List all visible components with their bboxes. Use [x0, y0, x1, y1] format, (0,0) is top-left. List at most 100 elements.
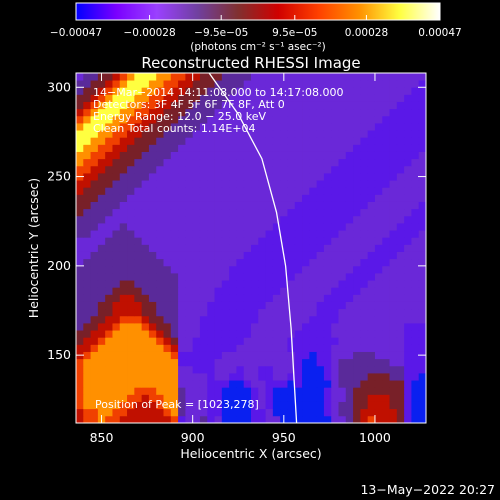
heatmap-cell: [76, 101, 84, 110]
heatmap-cell: [156, 330, 164, 338]
heatmap-cell: [462, 109, 470, 117]
heatmap-cell: [323, 201, 332, 210]
heatmap-cell: [404, 151, 412, 160]
heatmap-cell: [323, 387, 332, 395]
heatmap-cell: [199, 387, 208, 395]
heatmap-cell: [163, 151, 172, 160]
heatmap-cell: [112, 173, 121, 181]
heatmap-cell: [170, 87, 179, 95]
heatmap-cell: [404, 115, 412, 124]
heatmap-cell: [265, 315, 274, 324]
heatmap-cell: [294, 351, 303, 360]
heatmap-cell: [265, 158, 274, 167]
heatmap-cell: [396, 280, 405, 288]
heatmap-cell: [148, 387, 157, 395]
heatmap-cell: [360, 287, 369, 295]
heatmap-cell: [404, 365, 412, 374]
heatmap-cell: [448, 87, 456, 95]
heatmap-cell: [141, 73, 150, 81]
heatmap-cell: [374, 151, 383, 160]
heatmap-cell: [338, 215, 347, 224]
heatmap-cell: [170, 165, 179, 174]
heatmap-cell: [97, 394, 106, 402]
heatmap-cell: [170, 401, 179, 410]
heatmap-cell: [90, 215, 99, 224]
heatmap-cell: [90, 351, 99, 360]
heatmap-cell: [389, 394, 398, 402]
heatmap-cell: [316, 415, 325, 423]
heatmap-cell: [83, 73, 91, 81]
heatmap-cell: [265, 365, 274, 374]
heatmap-cell: [251, 330, 259, 338]
heatmap-cell: [382, 87, 390, 95]
heatmap-cell: [302, 280, 310, 288]
heatmap-cell: [119, 358, 128, 367]
heatmap-cell: [448, 344, 456, 352]
heatmap-cell: [251, 323, 259, 331]
heatmap-cell: [411, 244, 420, 252]
heatmap-cell: [404, 315, 412, 324]
heatmap-cell: [156, 223, 164, 231]
heatmap-cell: [97, 323, 106, 331]
heatmap-cell: [316, 351, 325, 360]
heatmap-cell: [236, 265, 245, 274]
heatmap-cell: [112, 358, 121, 367]
heatmap-cell: [229, 294, 237, 302]
heatmap-cell: [221, 108, 230, 117]
heatmap-cell: [178, 330, 186, 338]
heatmap-cell: [83, 344, 91, 352]
heatmap-cell: [477, 109, 485, 117]
heatmap-cell: [492, 94, 500, 102]
heatmap-cell: [345, 144, 354, 152]
heatmap-cell: [229, 351, 237, 360]
heatmap-cell: [156, 315, 164, 324]
heatmap-cell: [426, 309, 434, 317]
heatmap-cell: [345, 158, 354, 167]
heatmap-cell: [382, 273, 390, 281]
heatmap-cell: [185, 415, 194, 423]
heatmap-cell: [367, 215, 376, 224]
heatmap-cell: [134, 387, 143, 395]
heatmap-cell: [287, 344, 296, 352]
heatmap-cell: [353, 73, 361, 81]
heatmap-cell: [258, 251, 266, 260]
heatmap-cell: [287, 230, 296, 238]
heatmap-cell: [163, 387, 172, 395]
heatmap-cell: [418, 380, 426, 388]
heatmap-cell: [258, 273, 266, 281]
heatmap-cell: [331, 151, 339, 160]
heatmap-cell: [105, 401, 113, 410]
heatmap-cell: [258, 223, 266, 231]
heatmap-cell: [127, 287, 135, 295]
heatmap-cell: [287, 151, 296, 160]
heatmap-cell: [338, 94, 347, 102]
heatmap-cell: [280, 408, 288, 417]
heatmap-cell: [302, 130, 310, 138]
heatmap-cell: [448, 152, 456, 160]
heatmap-cell: [265, 165, 274, 174]
heatmap-cell: [265, 187, 274, 195]
heatmap-cell: [97, 173, 106, 181]
heatmap-cell: [345, 73, 354, 81]
heatmap-cell: [243, 344, 252, 352]
heatmap-cell: [112, 237, 121, 245]
heatmap-cell: [83, 158, 91, 167]
heatmap-cell: [207, 287, 215, 295]
heatmap-cell: [323, 358, 332, 367]
heatmap-cell: [265, 280, 274, 288]
heatmap-cell: [316, 344, 325, 352]
heatmap-cell: [323, 273, 332, 281]
heatmap-cell: [448, 373, 456, 381]
heatmap-cell: [258, 408, 266, 417]
heatmap-cell: [345, 194, 354, 202]
heatmap-cell: [448, 380, 456, 388]
heatmap-cell: [470, 402, 478, 410]
heatmap-cell: [374, 223, 383, 231]
annotation-block: 14−Mar−2014 14:11:08.000 to 14:17:08.000…: [93, 86, 344, 135]
heatmap-cell: [433, 330, 441, 338]
heatmap-cell: [441, 216, 449, 224]
heatmap-cell: [141, 215, 150, 224]
heatmap-cell: [302, 215, 310, 224]
heatmap-cell: [360, 373, 369, 381]
heatmap-cell: [97, 115, 106, 124]
